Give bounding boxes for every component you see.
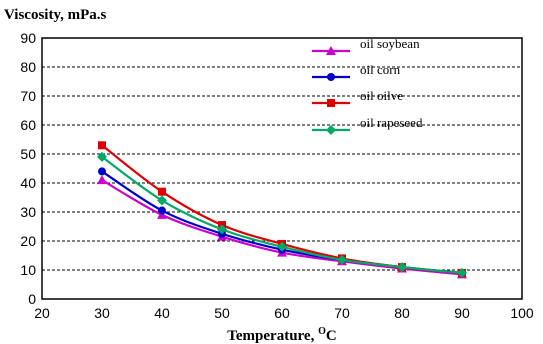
y-tick-60: 60	[20, 117, 36, 133]
grid-lines	[42, 66, 522, 271]
series-2-point-1	[158, 187, 166, 196]
y-axis-title: Viscosity, mPa.s	[4, 7, 107, 23]
y-tick-10: 10	[20, 262, 36, 278]
series-3-point-6	[457, 267, 467, 278]
series-3-point-5	[397, 262, 407, 273]
legend-marker-0	[326, 46, 336, 55]
series-3-point-0	[97, 151, 107, 162]
legend-marker-3	[326, 125, 336, 135]
series-1	[98, 167, 466, 277]
x-axis-title: Temperature, OC	[227, 326, 336, 344]
legend-item-1: oil corn	[312, 62, 401, 81]
x-axis-title-main: Temperature,	[227, 328, 318, 344]
series-2-point-0	[98, 141, 106, 150]
legend-label-2: oil oilve	[360, 88, 403, 103]
legend-marker-2	[327, 99, 335, 107]
legend-item-0: oil soybean	[312, 36, 420, 55]
x-axis-title-sup: O	[318, 326, 326, 337]
x-tick-100: 100	[510, 305, 534, 321]
x-tick-30: 30	[94, 305, 110, 321]
series-layer	[97, 141, 467, 279]
series-3-point-1	[157, 195, 167, 206]
plot-frame	[41, 37, 523, 300]
series-1-point-1	[158, 206, 166, 215]
legend-label-1: oil corn	[360, 62, 401, 77]
series-0-point-0	[97, 175, 107, 185]
legend: oil soybean oil corn oil oilve oil rapeseed	[312, 36, 423, 135]
y-tick-20: 20	[20, 233, 36, 249]
x-tick-20: 20	[34, 305, 50, 321]
legend-item-3: oil rapeseed	[312, 115, 423, 135]
series-0	[97, 175, 467, 279]
y-tick-30: 30	[20, 204, 36, 220]
x-axis-title-unit: C	[326, 328, 337, 344]
x-tick-60: 60	[274, 305, 290, 321]
series-3-point-3	[277, 241, 287, 252]
legend-label-3: oil rapeseed	[360, 115, 423, 130]
y-tick-90: 90	[20, 30, 36, 46]
y-tick-40: 40	[20, 175, 36, 191]
y-tick-80: 80	[20, 59, 36, 75]
y-tick-50: 50	[20, 146, 36, 162]
x-tick-90: 90	[454, 305, 470, 321]
x-tick-50: 50	[214, 305, 230, 321]
y-tick-70: 70	[20, 88, 36, 104]
x-tick-70: 70	[334, 305, 350, 321]
legend-item-2: oil oilve	[312, 88, 403, 107]
tick-labels: 0 10 20 30 40 50 60 70 80 90 20 30 40 50 60 70 80 90 100	[20, 30, 533, 321]
y-tick-0: 0	[28, 291, 36, 307]
series-0-line	[101, 179, 463, 276]
x-tick-80: 80	[394, 305, 410, 321]
series-3-point-2	[217, 224, 227, 235]
legend-marker-1	[327, 73, 335, 81]
x-tick-40: 40	[154, 305, 170, 321]
legend-label-0: oil soybean	[360, 36, 420, 51]
series-3-point-4	[337, 254, 347, 265]
series-1-point-0	[98, 167, 106, 176]
series-3	[97, 151, 467, 278]
